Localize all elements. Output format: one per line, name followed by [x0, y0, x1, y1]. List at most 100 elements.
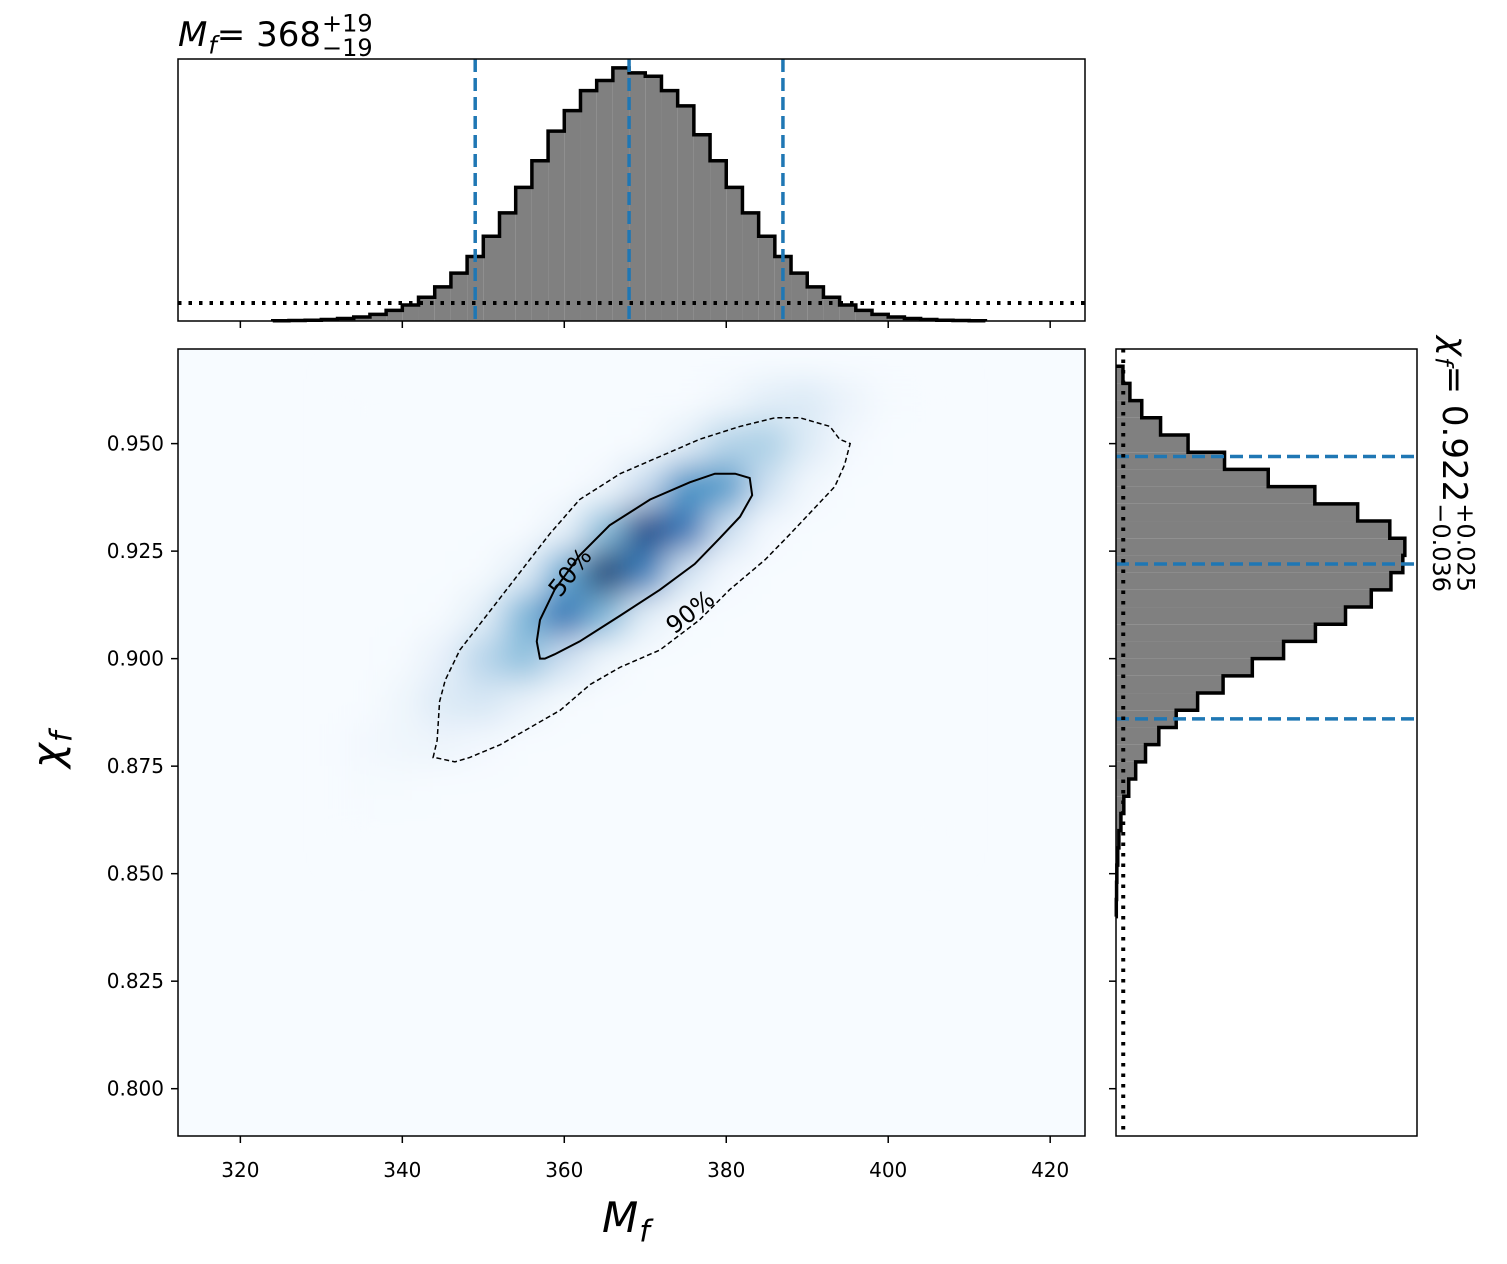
density-cell [422, 422, 464, 466]
density [341, 379, 950, 853]
density-cell [625, 379, 667, 423]
label-symbol: χ [23, 741, 72, 770]
density-cell [382, 594, 424, 638]
label-upper: +0.025 [1451, 503, 1479, 592]
hist-bar [515, 187, 532, 321]
density-cell [786, 379, 828, 423]
density-cell [746, 809, 788, 853]
hist-bar [629, 72, 646, 322]
density-cell [908, 637, 950, 681]
density-cell [827, 379, 869, 423]
density-cell [827, 465, 869, 509]
hist-bar [855, 310, 873, 321]
hist-bar [1116, 796, 1124, 814]
x-tick-label: 360 [545, 1158, 583, 1182]
density-cell [706, 637, 747, 681]
density-cell [665, 766, 707, 810]
density-cell [706, 680, 747, 724]
hist-bar [710, 160, 727, 321]
density-cell [422, 637, 464, 681]
y-tick-label: 0.800 [107, 1077, 164, 1101]
hist-bar [1116, 503, 1358, 522]
label-lower: −0.036 [1427, 503, 1455, 592]
density-cell [625, 508, 667, 552]
density-cell [341, 551, 383, 595]
hist-bar [677, 105, 694, 321]
density-cell [382, 766, 424, 810]
hist-bar [726, 187, 743, 321]
density-cell [341, 680, 383, 724]
density-cell [341, 637, 383, 681]
density-cell [786, 594, 828, 638]
density-cell [867, 680, 909, 724]
density-cell [786, 680, 828, 724]
density-cell [706, 723, 747, 767]
density-cell [665, 508, 707, 552]
density-cell [786, 809, 828, 853]
density-cell [544, 508, 586, 552]
hist-bar [742, 212, 759, 321]
density-cell [422, 766, 464, 810]
density-cell [625, 809, 667, 853]
density-cell [544, 809, 586, 853]
density-cell [463, 422, 505, 466]
density-cell [746, 508, 788, 552]
density-cell [422, 551, 464, 595]
density-cell [827, 508, 869, 552]
hist-bar [888, 316, 905, 321]
y-tick-label: 0.900 [107, 647, 164, 671]
density-cell [665, 422, 707, 466]
hist-bar [1116, 572, 1391, 590]
hist-bar [1116, 435, 1189, 453]
density-cell [786, 551, 828, 595]
panel-frame [177, 348, 1086, 1137]
density-cell [463, 551, 505, 595]
hist-bar [1116, 400, 1142, 418]
density-cell [665, 465, 707, 509]
density-cell [827, 637, 869, 681]
density-cell [503, 723, 545, 767]
hist-bar [1116, 641, 1284, 659]
density-cell [867, 379, 909, 423]
hist-bar [450, 273, 468, 321]
density-cell [908, 766, 950, 810]
density-cell [786, 465, 828, 509]
hist-outline [1114, 364, 1407, 919]
density-cell [382, 723, 424, 767]
density-cell [584, 723, 626, 767]
density-cell [463, 766, 505, 810]
label-symbol: M [602, 1193, 638, 1242]
hist-bar [1116, 658, 1253, 676]
density-cell [341, 465, 383, 509]
density-cell [746, 594, 788, 638]
y-tick-label: 0.950 [107, 432, 164, 456]
hist-bar [1116, 675, 1224, 694]
label-symbol: χ [1434, 334, 1474, 358]
density-cell [463, 680, 505, 724]
density-cell [867, 637, 909, 681]
density-cell [503, 551, 545, 595]
hist-bar [1116, 521, 1390, 539]
hist-bar [1116, 486, 1315, 504]
density-cell [544, 723, 586, 767]
label-subscript: f [639, 1214, 654, 1249]
density-cell [908, 809, 950, 853]
density-cell [867, 465, 909, 509]
hist-bar [1116, 813, 1121, 831]
density-cell [544, 637, 586, 681]
hist-bar [661, 90, 678, 321]
density-cell [382, 422, 424, 466]
density-cell [625, 594, 667, 638]
density-cell [706, 422, 747, 466]
density-cell [422, 594, 464, 638]
density-cell [827, 809, 869, 853]
density-cell [503, 637, 545, 681]
density-cell [544, 422, 586, 466]
density-cell [827, 594, 869, 638]
hist-bar [1116, 366, 1123, 384]
hist-bar [823, 297, 840, 321]
y-tick-label: 0.825 [107, 969, 164, 993]
hist-bar [645, 76, 662, 321]
density-cell [786, 766, 828, 810]
